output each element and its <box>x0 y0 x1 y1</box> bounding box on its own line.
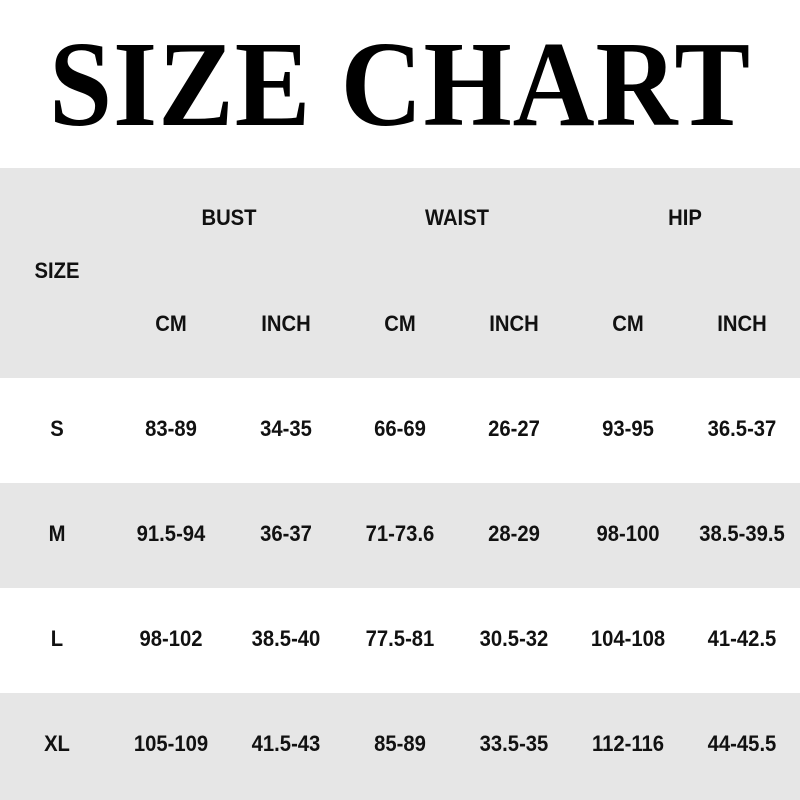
table-cell: 104-108 <box>590 626 666 651</box>
page-title: SIZE CHART <box>48 17 752 152</box>
table-cell: 91.5-94 <box>136 521 206 546</box>
group-header-bust: BUST <box>200 205 257 230</box>
group-header-hip: HIP <box>668 205 702 230</box>
table-cell: 83-89 <box>145 416 197 441</box>
table-cell: 71-73.6 <box>365 521 435 546</box>
table-cell: 66-69 <box>374 416 426 441</box>
table-cell: 105-109 <box>133 731 209 756</box>
unit-header: INCH <box>489 311 539 336</box>
table-cell: 36-37 <box>260 521 312 546</box>
table-cell: 38.5-40 <box>251 626 321 651</box>
unit-header: CM <box>155 311 187 336</box>
table-row-band <box>0 693 800 800</box>
table-cell: 28-29 <box>488 521 540 546</box>
table-cell: 41.5-43 <box>251 731 321 756</box>
table-cell: 33.5-35 <box>479 731 549 756</box>
table-cell: 93-95 <box>602 416 654 441</box>
table-cell: 36.5-37 <box>707 416 777 441</box>
unit-header: CM <box>612 311 644 336</box>
table-cell: 38.5-39.5 <box>699 521 785 546</box>
table-cell: 34-35 <box>260 416 312 441</box>
table-cell: 30.5-32 <box>479 626 549 651</box>
table-cell: 98-100 <box>596 521 660 546</box>
table-cell: 41-42.5 <box>707 626 777 651</box>
unit-header: CM <box>384 311 416 336</box>
table-cell: 77.5-81 <box>365 626 435 651</box>
size-label: S <box>50 416 64 441</box>
table-row-band <box>0 483 800 588</box>
header-band <box>0 168 800 378</box>
size-label: XL <box>44 731 70 756</box>
table-cell: 85-89 <box>374 731 426 756</box>
table-cell: 44-45.5 <box>707 731 777 756</box>
table-cell: 98-102 <box>139 626 203 651</box>
size-label: M <box>48 521 66 546</box>
group-header-waist: WAIST <box>424 205 490 230</box>
size-header: SIZE <box>34 258 80 283</box>
size-label: L <box>50 626 64 651</box>
table-cell: 112-116 <box>591 731 665 756</box>
table-cell: 26-27 <box>488 416 540 441</box>
unit-header: INCH <box>717 311 767 336</box>
unit-header: INCH <box>261 311 311 336</box>
